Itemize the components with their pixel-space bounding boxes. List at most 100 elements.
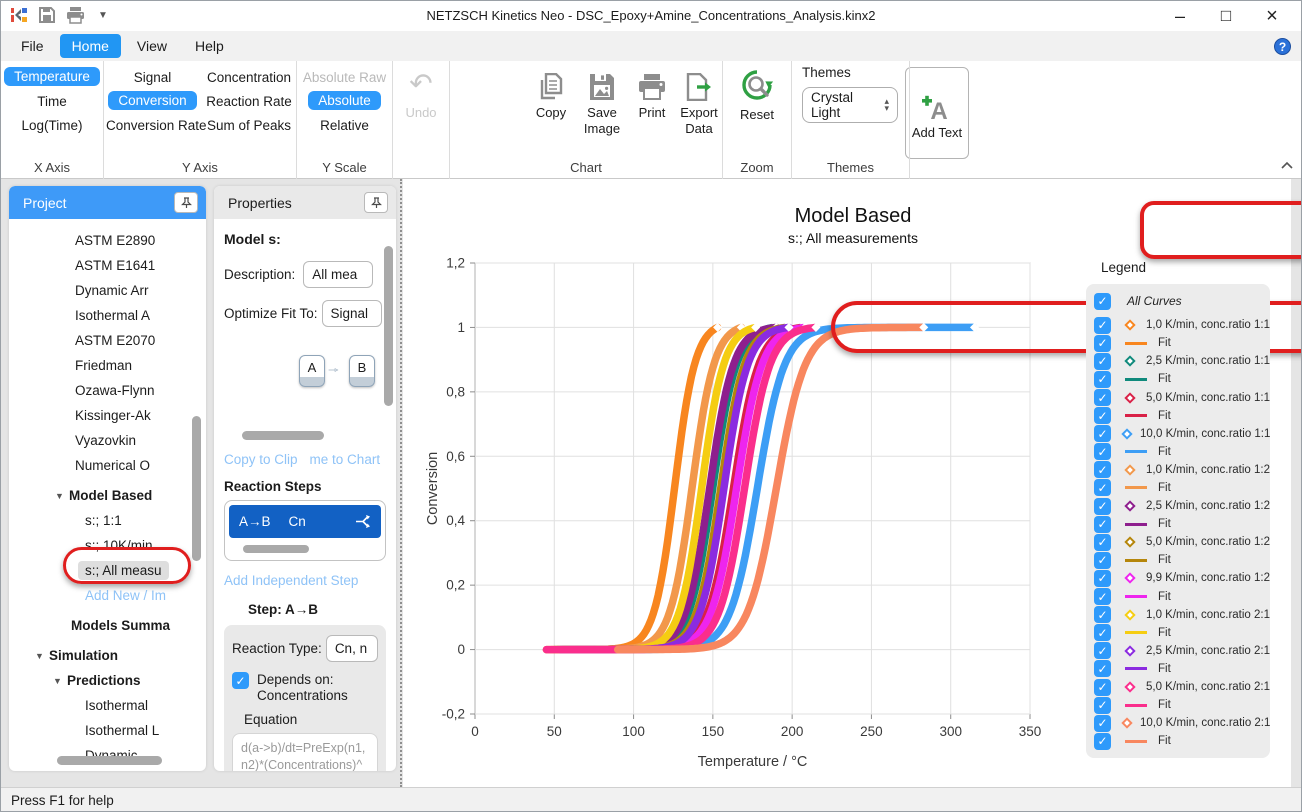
legend-checkbox-3[interactable]: ✓ xyxy=(1094,425,1111,442)
svg-text:0,6: 0,6 xyxy=(446,449,465,464)
legend-fit-checkbox-2[interactable]: ✓ xyxy=(1094,407,1111,424)
tree-expand-icon[interactable]: ▼ xyxy=(53,676,67,686)
legend-fit-checkbox-11[interactable]: ✓ xyxy=(1094,733,1111,750)
scheme-horizontal-scrollbar[interactable] xyxy=(242,431,324,440)
legend-fit-checkbox-6[interactable]: ✓ xyxy=(1094,552,1111,569)
project-tree-item-4[interactable]: ASTM E2070 xyxy=(9,328,206,353)
xaxis-time-button[interactable]: Time xyxy=(27,92,77,111)
menu-help[interactable]: Help xyxy=(183,34,236,58)
close-button[interactable]: × xyxy=(1249,1,1295,31)
project-tree-item-10[interactable]: ▼Model Based xyxy=(9,483,206,508)
legend-fit-checkbox-7[interactable]: ✓ xyxy=(1094,588,1111,605)
project-tree-item-8[interactable]: Vyazovkin xyxy=(9,428,206,453)
copy-to-clipboard-link[interactable]: Copy to Clip xyxy=(224,452,298,467)
project-tree-item-17[interactable]: ▼Predictions xyxy=(9,668,206,693)
project-tree-item-11[interactable]: s:; 1:1 xyxy=(9,508,206,533)
description-input[interactable]: All mea xyxy=(303,261,373,288)
properties-pin-button[interactable] xyxy=(364,192,388,213)
legend-fit-checkbox-9[interactable]: ✓ xyxy=(1094,660,1111,677)
legend-checkbox-6[interactable]: ✓ xyxy=(1094,534,1111,551)
project-tree-item-16[interactable]: ▼Simulation xyxy=(9,643,206,668)
add-independent-step-link[interactable]: Add Independent Step xyxy=(224,573,386,588)
yscale-relative-button[interactable]: Relative xyxy=(310,116,379,135)
yaxis-signal-button[interactable]: Signal xyxy=(124,68,182,87)
legend-checkbox-1[interactable]: ✓ xyxy=(1094,353,1111,370)
tree-item-label: Dynamic Arr xyxy=(75,283,149,298)
ribbon-group-undo: ↶ Undo xyxy=(393,61,450,179)
print-chart-button[interactable]: Print xyxy=(630,73,674,121)
steps-horizontal-scrollbar[interactable] xyxy=(243,545,309,553)
minimize-button[interactable]: – xyxy=(1157,1,1203,31)
project-pin-button[interactable] xyxy=(174,192,198,213)
svg-text:350: 350 xyxy=(1019,724,1042,739)
project-tree-item-2[interactable]: Dynamic Arr xyxy=(9,278,206,303)
legend-checkbox-11[interactable]: ✓ xyxy=(1094,715,1111,732)
project-vertical-scrollbar[interactable] xyxy=(192,416,201,561)
tree-expand-icon[interactable]: ▼ xyxy=(35,651,49,661)
optimize-fit-select[interactable]: Signal xyxy=(322,300,382,327)
reaction-type-select[interactable]: Cn, n xyxy=(326,635,378,662)
xaxis-temperature-button[interactable]: Temperature xyxy=(4,67,100,86)
project-tree-item-18[interactable]: Isothermal xyxy=(9,693,206,718)
yaxis-reaction-rate-button[interactable]: Reaction Rate xyxy=(204,92,294,111)
legend-checkbox-10[interactable]: ✓ xyxy=(1094,679,1111,696)
panel-splitter[interactable] xyxy=(400,179,402,787)
theme-select[interactable]: Crystal Light ▴▾ xyxy=(802,87,898,123)
add-text-button[interactable]: A Add Text xyxy=(905,67,969,159)
project-tree-item-1[interactable]: ASTM E1641 xyxy=(9,253,206,278)
legend-checkbox-2[interactable]: ✓ xyxy=(1094,389,1111,406)
copy-chart-button[interactable]: Copy xyxy=(526,73,576,121)
yscale-absolute-raw-button[interactable]: Absolute Raw xyxy=(301,68,388,87)
legend-checkbox-9[interactable]: ✓ xyxy=(1094,642,1111,659)
project-tree-item-7[interactable]: Kissinger-Ak xyxy=(9,403,206,428)
legend-fit-checkbox-3[interactable]: ✓ xyxy=(1094,443,1111,460)
step-detail-box: Reaction Type: Cn, n ✓ Depends on:Concen… xyxy=(224,625,386,771)
yaxis-conversion-button[interactable]: Conversion xyxy=(108,91,196,110)
reaction-step-row[interactable]: A→B Cn xyxy=(229,505,381,538)
depends-on-checkbox[interactable]: ✓ xyxy=(232,672,249,689)
help-icon[interactable]: ? xyxy=(1274,38,1291,55)
legend-checkbox-8[interactable]: ✓ xyxy=(1094,606,1111,623)
legend-fit-checkbox-4[interactable]: ✓ xyxy=(1094,479,1111,496)
yaxis-concentration-button[interactable]: Concentration xyxy=(205,68,293,87)
scheme-to-chart-link[interactable]: me to Chart xyxy=(310,452,381,467)
project-tree-item-19[interactable]: Isothermal L xyxy=(9,718,206,743)
equation-textarea[interactable]: d(a->b)/dt=PreExp(n1,n2)*(Concentrations… xyxy=(232,733,378,771)
yaxis-conversion-rate-button[interactable]: Conversion Rate xyxy=(104,116,209,135)
project-tree-item-9[interactable]: Numerical O xyxy=(9,453,206,478)
legend-fit-checkbox-5[interactable]: ✓ xyxy=(1094,516,1111,533)
legend-fit-checkbox-0[interactable]: ✓ xyxy=(1094,335,1111,352)
menu-view[interactable]: View xyxy=(125,34,179,58)
menu-home[interactable]: Home xyxy=(60,34,121,58)
legend-checkbox-0[interactable]: ✓ xyxy=(1094,317,1111,334)
project-tree-item-14[interactable]: Add New / Im xyxy=(9,583,206,608)
yaxis-sum-of-peaks-button[interactable]: Sum of Peaks xyxy=(205,116,293,135)
xaxis-logtime-button[interactable]: Log(Time) xyxy=(11,116,92,135)
reset-zoom-button[interactable]: Reset xyxy=(731,69,783,123)
ribbon-collapse-icon[interactable] xyxy=(1281,156,1293,174)
project-tree-item-13[interactable]: s:; All measu xyxy=(9,558,206,583)
legend-fit-checkbox-1[interactable]: ✓ xyxy=(1094,371,1111,388)
yscale-absolute-button[interactable]: Absolute xyxy=(308,91,381,110)
save-image-button[interactable]: SaveImage xyxy=(576,73,628,137)
project-tree-item-5[interactable]: Friedman xyxy=(9,353,206,378)
copy-label: Copy xyxy=(526,105,576,121)
project-tree-item-3[interactable]: Isothermal A xyxy=(9,303,206,328)
export-data-button[interactable]: ExportData xyxy=(676,73,722,137)
legend-fit-checkbox-8[interactable]: ✓ xyxy=(1094,624,1111,641)
project-horizontal-scrollbar[interactable] xyxy=(57,756,162,765)
project-tree-item-0[interactable]: ASTM E2890 xyxy=(9,228,206,253)
undo-icon[interactable]: ↶ xyxy=(393,71,449,97)
maximize-button[interactable]: □ xyxy=(1203,1,1249,31)
all-curves-checkbox[interactable]: ✓ xyxy=(1094,293,1111,310)
menu-file[interactable]: File xyxy=(9,34,56,58)
project-tree-item-12[interactable]: s:; 10K/min xyxy=(9,533,206,558)
legend-checkbox-7[interactable]: ✓ xyxy=(1094,570,1111,587)
properties-vertical-scrollbar[interactable] xyxy=(384,246,393,406)
tree-expand-icon[interactable]: ▼ xyxy=(55,491,69,501)
project-tree-item-6[interactable]: Ozawa-Flynn xyxy=(9,378,206,403)
legend-checkbox-4[interactable]: ✓ xyxy=(1094,461,1111,478)
project-tree-item-15[interactable]: Models Summa xyxy=(9,613,206,638)
legend-checkbox-5[interactable]: ✓ xyxy=(1094,498,1111,515)
legend-fit-checkbox-10[interactable]: ✓ xyxy=(1094,697,1111,714)
